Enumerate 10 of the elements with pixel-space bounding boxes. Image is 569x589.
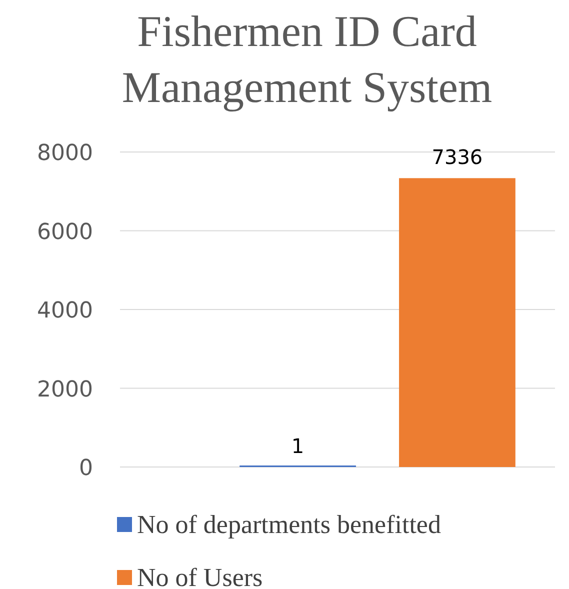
chart-title: Fishermen ID Card Management System bbox=[122, 7, 492, 112]
y-tick-label: 6000 bbox=[37, 220, 93, 245]
y-tick-label: 8000 bbox=[37, 141, 93, 166]
y-tick-label: 0 bbox=[79, 456, 93, 481]
data-label: 1 bbox=[291, 434, 304, 458]
y-tick-label: 2000 bbox=[37, 377, 93, 402]
legend-label: No of Users bbox=[137, 563, 263, 589]
data-label: 7336 bbox=[432, 145, 483, 170]
legend-label: No of departments benefitted bbox=[137, 510, 441, 539]
y-tick-label: 4000 bbox=[37, 298, 93, 324]
